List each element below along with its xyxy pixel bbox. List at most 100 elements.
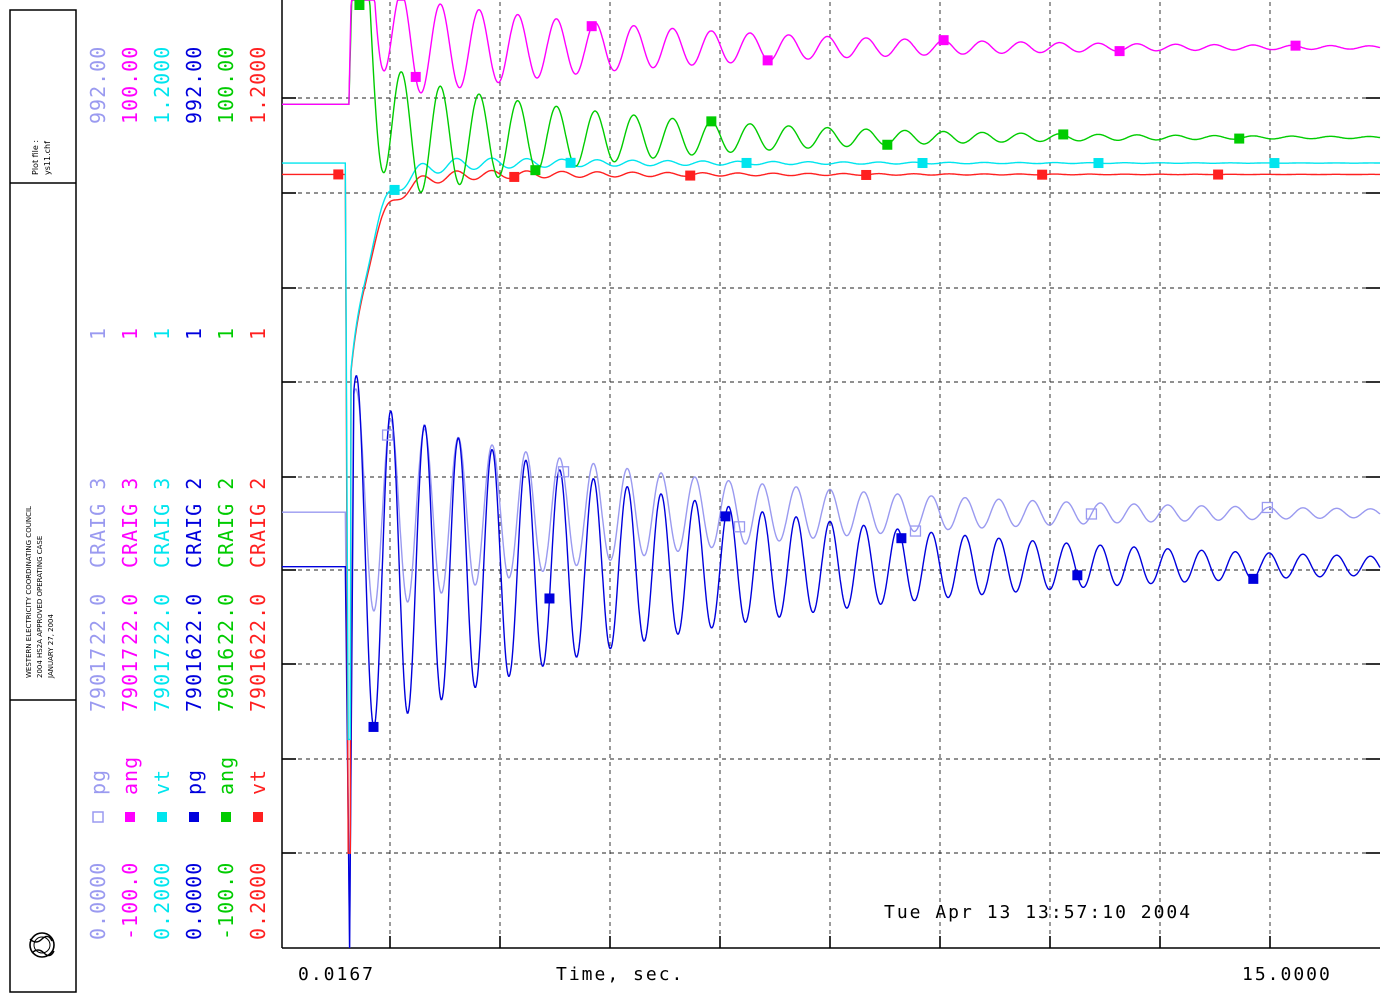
legend-bus-5: 79016	[246, 647, 270, 712]
marker-pg2	[1072, 570, 1083, 581]
marker-pg3	[557, 466, 570, 478]
legend-max-0: 992.00	[86, 46, 110, 124]
legend-busname-4: CRAIG 2	[214, 477, 238, 568]
marker-vt3	[1093, 158, 1104, 169]
ge-monogram-icon	[29, 932, 55, 958]
marker-ang3	[938, 35, 949, 46]
legend-id-1: 1	[118, 327, 142, 340]
legend-busname-2: CRAIG 3	[150, 477, 174, 568]
legend-max-2: 1.2000	[150, 46, 174, 124]
legend-min-2: 0.2000	[150, 862, 174, 940]
legend-min-1: -100.0	[118, 862, 142, 940]
legend-id-5: 1	[246, 327, 270, 340]
marker-pg2	[544, 593, 555, 604]
trace-pg2	[282, 375, 1381, 949]
marker-ang3	[1290, 40, 1301, 51]
traces	[282, 0, 1381, 949]
legend-busname-5: CRAIG 2	[246, 477, 270, 568]
marker-vt2	[861, 169, 872, 180]
legend-var-5: vt	[246, 769, 270, 795]
marker-vt2	[1213, 169, 1224, 180]
marker-pg3	[1085, 508, 1098, 520]
legend-id-0: 1	[86, 327, 110, 340]
plot-file-label: Plot file :	[31, 140, 40, 175]
x-min-tick-label: 0.0167	[298, 964, 375, 985]
marker-ang2	[1234, 133, 1245, 144]
marker-pg2	[896, 533, 907, 544]
legend-var-2: vt	[150, 769, 174, 795]
legend-kv-0: 22.0	[86, 593, 110, 645]
marker-vt2	[509, 171, 520, 182]
marker-vt2	[685, 170, 696, 181]
legend-bus-2: 79017	[150, 647, 174, 712]
marker-ang2	[1058, 129, 1069, 140]
legend-var-1: ang	[118, 756, 142, 795]
legend-bus-0: 79017	[86, 647, 110, 712]
marker-ang2	[706, 116, 717, 127]
marker-vt2	[1037, 169, 1048, 180]
marker-vt3	[389, 184, 400, 195]
legend-symbol-1	[125, 812, 135, 822]
org-line-3: JANUARY 27, 2004	[47, 613, 55, 679]
legend-id-2: 1	[150, 327, 174, 340]
org-line-2: 2004 HS2A APPROVED OPERATING CASE	[36, 536, 44, 678]
legend-id-3: 1	[182, 327, 206, 340]
legend-min-4: -100.0	[214, 862, 238, 940]
timestamp: Tue Apr 13 13:57:10 2004	[884, 902, 1192, 923]
legend-min-0: 0.0000	[86, 862, 110, 940]
marker-ang3	[586, 21, 597, 32]
marker-pg2	[1248, 573, 1259, 584]
marker-ang2	[882, 139, 893, 150]
legend-kv-1: 22.0	[118, 593, 142, 645]
trace-ang2	[282, 0, 1381, 193]
legend-var-4: ang	[214, 756, 238, 795]
marker-ang2	[530, 165, 541, 176]
marker-ang3	[762, 55, 773, 66]
legend-symbol-4	[221, 812, 231, 822]
marker-pg2	[720, 511, 731, 522]
legend-busname-1: CRAIG 3	[118, 477, 142, 568]
legend-max-3: 992.00	[182, 46, 206, 124]
legend-max-4: 100.00	[214, 46, 238, 124]
x-max-tick-label: 15.0000	[1242, 964, 1332, 985]
marker-vt3	[917, 158, 928, 169]
legend-kv-5: 22.0	[246, 593, 270, 645]
org-line-1: WESTERN ELECTRICITY COORDINATING COUNCIL	[25, 506, 33, 678]
trace-pg3	[282, 387, 1381, 949]
legend-kv-3: 22.0	[182, 593, 206, 645]
legend-kv-2: 22.0	[150, 593, 174, 645]
legend-id-4: 1	[214, 327, 238, 340]
marker-ang3	[1114, 46, 1125, 57]
legend-busname-0: CRAIG 3	[86, 477, 110, 568]
marker-vt3	[1269, 158, 1280, 169]
marker-pg3	[733, 521, 746, 533]
trace-vt2	[282, 169, 1380, 854]
legend-min-3: 0.0000	[182, 862, 206, 940]
marker-vt3	[565, 157, 576, 168]
title-block: Plot file : ys11.chf WESTERN ELECTRICITY…	[9, 9, 77, 993]
marker-pg2	[368, 721, 379, 732]
legend-bus-4: 79016	[214, 647, 238, 712]
marker-vt3	[741, 157, 752, 168]
legend-bus-1: 79017	[118, 647, 142, 712]
marker-ang2	[354, 0, 365, 10]
legend-max-1: 100.00	[118, 46, 142, 124]
x-axis-label: Time, sec.	[556, 964, 684, 985]
legend-var-3: pg	[182, 769, 206, 795]
marker-ang3	[410, 71, 421, 82]
legend-symbol-2	[157, 812, 167, 822]
legend-min-5: 0.2000	[246, 862, 270, 940]
marker-pg3	[381, 429, 394, 441]
marker-vt2	[333, 169, 344, 180]
legend-bus-3: 79016	[182, 647, 206, 712]
legend-symbol-0	[92, 811, 104, 823]
legend-busname-3: CRAIG 2	[182, 477, 206, 568]
plot-area	[281, 0, 1380, 949]
trace-ang3	[282, 0, 1381, 105]
grid	[282, 2, 1380, 948]
